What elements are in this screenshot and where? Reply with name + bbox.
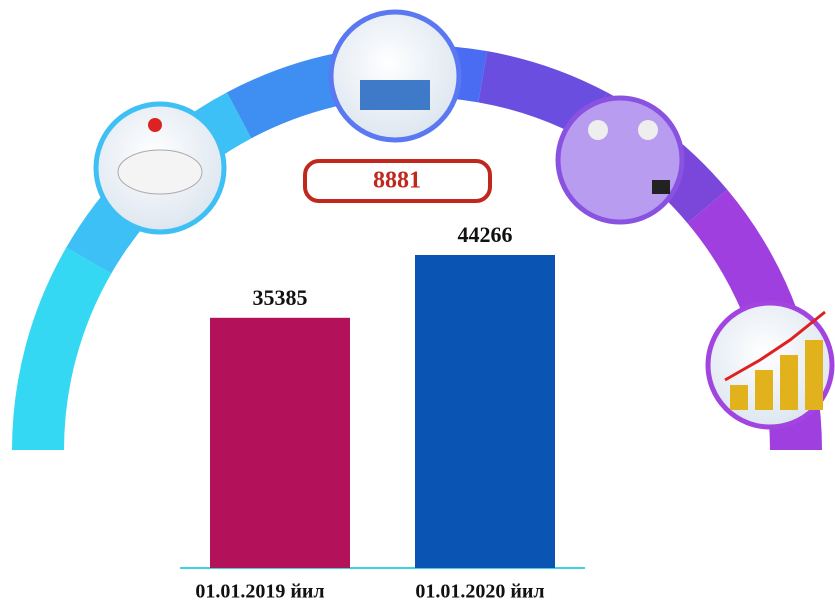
value-label: 44266 (458, 222, 513, 247)
icon-person (148, 118, 162, 132)
chart: 8881 35385 01.01.2019 йил 44266 01.01.2020 … (0, 0, 835, 608)
icon-table (118, 150, 202, 194)
icon-person (638, 120, 658, 140)
icon-coin-stack (780, 355, 798, 410)
bar (415, 255, 555, 568)
value-label: 35385 (253, 285, 308, 310)
icon-handshake (558, 98, 682, 222)
icon-person (588, 120, 608, 140)
icon-coin-stack (755, 370, 773, 410)
x-tick-label: 01.01.2020 йил (415, 581, 544, 603)
icon-coin-stack (805, 340, 823, 410)
difference-label: 8881 (373, 168, 421, 194)
arc-segment (12, 248, 111, 451)
icon-teams (331, 12, 459, 140)
icon-coin-stack (730, 385, 748, 410)
x-tick-label: 01.01.2019 йил (195, 581, 324, 603)
icon-case (652, 180, 670, 194)
icon-blocks (360, 80, 430, 110)
bar (210, 318, 350, 568)
